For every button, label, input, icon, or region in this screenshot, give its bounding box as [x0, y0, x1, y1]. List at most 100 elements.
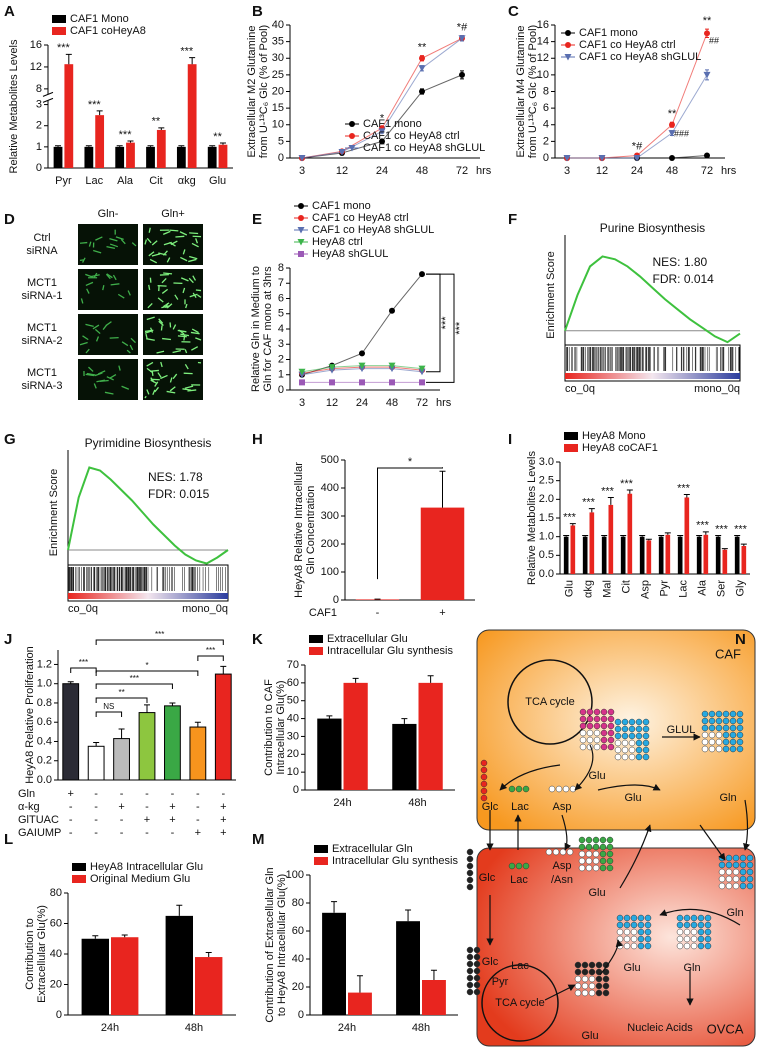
- marker: [419, 55, 425, 62]
- isotope-dot: [600, 736, 608, 744]
- y-axis-label: to HeyA8 Intracellular Glu(%): [276, 874, 288, 1016]
- cell: [192, 275, 197, 281]
- isotope-dot: [676, 935, 684, 943]
- cell: [169, 241, 176, 247]
- isotope-dot: [593, 736, 601, 744]
- row-label: siRNA-2: [22, 335, 63, 347]
- isotope-dot: [616, 928, 624, 936]
- isotope-dot: [683, 921, 691, 929]
- isotope-dot: [585, 864, 593, 872]
- cell: [185, 303, 188, 309]
- cell: [121, 385, 130, 390]
- x-tick-label: Glu: [563, 580, 575, 597]
- marker: [388, 362, 396, 370]
- isotope-dot: [642, 732, 650, 740]
- cell: [175, 235, 185, 238]
- isotope-dot: [725, 875, 733, 883]
- cell: [82, 335, 89, 341]
- y-axis-label: Enrichment Score: [48, 469, 60, 556]
- panel-letter: G: [4, 431, 16, 448]
- isotope-dot: [473, 953, 481, 961]
- bar: [113, 738, 130, 781]
- x-tick-label: 24: [356, 397, 368, 409]
- isotope-dot: [704, 928, 712, 936]
- cell: [169, 229, 179, 232]
- significance: ***: [563, 512, 577, 524]
- isotope-dot: [466, 848, 474, 856]
- column-header: Gln-: [98, 208, 119, 220]
- diagram-label: Glc: [482, 956, 499, 968]
- x-tick-label: Pyr: [658, 580, 670, 597]
- significance: ***: [582, 497, 596, 509]
- isotope-dot: [614, 746, 622, 754]
- significance: ***: [677, 482, 691, 494]
- x-tick-label: 24: [376, 165, 388, 177]
- error-bar: [158, 127, 165, 130]
- isotope-dot: [637, 914, 645, 922]
- stat: FDR: 0.015: [148, 487, 210, 501]
- error-bar: [209, 145, 216, 147]
- cell: [195, 289, 202, 292]
- bar: [589, 512, 595, 574]
- y-tick-label: 1.0: [539, 531, 554, 543]
- stat: NES: 1.80: [653, 255, 708, 269]
- legend-label: CAF1 Mono: [70, 13, 129, 25]
- bar: [639, 536, 645, 574]
- error-bar: [645, 538, 652, 541]
- isotope-dot: [729, 710, 737, 718]
- y-axis-label: Extracellular M4 Glutamine: [515, 25, 527, 157]
- cell: [162, 230, 171, 236]
- isotope-dot: [607, 715, 615, 723]
- y-tick-label: 40: [287, 712, 299, 724]
- x-tick-label: Ala: [117, 175, 134, 187]
- error-bar: [144, 704, 150, 713]
- cell: [172, 373, 178, 380]
- isotope-dot: [623, 942, 631, 950]
- legend-label: CAF1 co HeyA8 ctrl: [579, 39, 676, 51]
- legend-label: Extracellular Glu: [327, 633, 408, 645]
- isotope-dot: [606, 857, 614, 865]
- legend-label: CAF1 coHeyA8: [70, 25, 146, 37]
- cell: [102, 285, 105, 291]
- error-bar: [219, 142, 226, 145]
- y-axis-label: Intracellular Glu(%): [275, 680, 287, 774]
- isotope-dot: [642, 718, 650, 726]
- panel-letter: N: [735, 631, 746, 648]
- cell: [149, 327, 154, 333]
- y-tick-label: 200: [321, 538, 339, 550]
- isotope-dot: [592, 843, 600, 851]
- marker: [563, 155, 571, 162]
- axis-break: [42, 91, 54, 103]
- isotope-dot: [600, 715, 608, 723]
- bracket-label: **: [118, 688, 124, 697]
- cell: [120, 238, 126, 245]
- error-bar: [439, 470, 446, 508]
- x-tick-label: Cit: [620, 580, 632, 593]
- isotope-dot: [628, 732, 636, 740]
- isotope-dot: [644, 921, 652, 929]
- bar: [422, 980, 446, 1015]
- marker: [458, 35, 466, 42]
- flow-arrow: [544, 984, 576, 1001]
- isotope-dot: [579, 715, 587, 723]
- cell: [189, 255, 198, 260]
- bar: [62, 683, 80, 781]
- isotope-dot: [466, 876, 474, 884]
- cell: [86, 288, 90, 294]
- isotope-dot: [701, 738, 709, 746]
- y-axis-label: Relative Metabolites Levels: [526, 451, 538, 585]
- cell: [93, 383, 97, 389]
- bracket: [377, 467, 443, 580]
- isotope-dot: [642, 753, 650, 761]
- y-tick-label: 0.5: [539, 549, 554, 561]
- cell: [156, 350, 165, 354]
- rank-bar: [565, 373, 740, 379]
- panel-letter: M: [252, 831, 265, 848]
- isotope-dot: [574, 989, 582, 997]
- isotope-dot: [578, 850, 586, 858]
- cell: [184, 349, 188, 354]
- error-bar: [734, 535, 741, 537]
- cell: [192, 292, 197, 299]
- y-tick-label: 0: [278, 384, 284, 396]
- isotope-dot: [602, 989, 610, 997]
